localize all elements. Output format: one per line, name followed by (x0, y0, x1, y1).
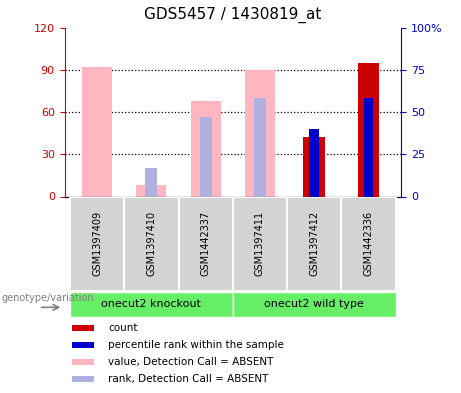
Text: onecut2 knockout: onecut2 knockout (101, 299, 201, 309)
Text: GSM1397412: GSM1397412 (309, 211, 319, 276)
Text: count: count (108, 323, 138, 333)
Bar (358, 63, 379, 196)
Text: onecut2 wild type: onecut2 wild type (264, 299, 364, 309)
Bar (82, 67, 112, 196)
Bar (341, 196, 396, 291)
Bar (200, 117, 212, 196)
Title: GDS5457 / 1430819_at: GDS5457 / 1430819_at (144, 7, 321, 23)
Bar (303, 138, 325, 196)
Bar (70, 196, 124, 291)
Bar (72, 359, 95, 365)
Bar (145, 168, 157, 196)
Bar (245, 70, 275, 196)
Bar (178, 196, 233, 291)
Bar (233, 196, 287, 291)
Bar (309, 129, 319, 196)
Bar (191, 101, 221, 196)
Text: rank, Detection Call = ABSENT: rank, Detection Call = ABSENT (108, 374, 268, 384)
Bar (287, 196, 341, 291)
Text: percentile rank within the sample: percentile rank within the sample (108, 340, 284, 350)
Text: GSM1397411: GSM1397411 (255, 211, 265, 276)
Bar (364, 99, 373, 196)
Text: value, Detection Call = ABSENT: value, Detection Call = ABSENT (108, 357, 273, 367)
Text: GSM1397410: GSM1397410 (147, 211, 156, 276)
Text: genotype/variation: genotype/variation (1, 293, 94, 303)
Bar (72, 325, 95, 331)
Bar (72, 342, 95, 348)
Bar (124, 196, 178, 291)
Bar (254, 99, 266, 196)
Text: GSM1442337: GSM1442337 (201, 211, 211, 276)
Bar (233, 292, 396, 317)
Bar (136, 185, 166, 196)
Bar (70, 292, 233, 317)
Text: GSM1397409: GSM1397409 (92, 211, 102, 276)
Text: GSM1442336: GSM1442336 (364, 211, 373, 276)
Bar (72, 376, 95, 382)
